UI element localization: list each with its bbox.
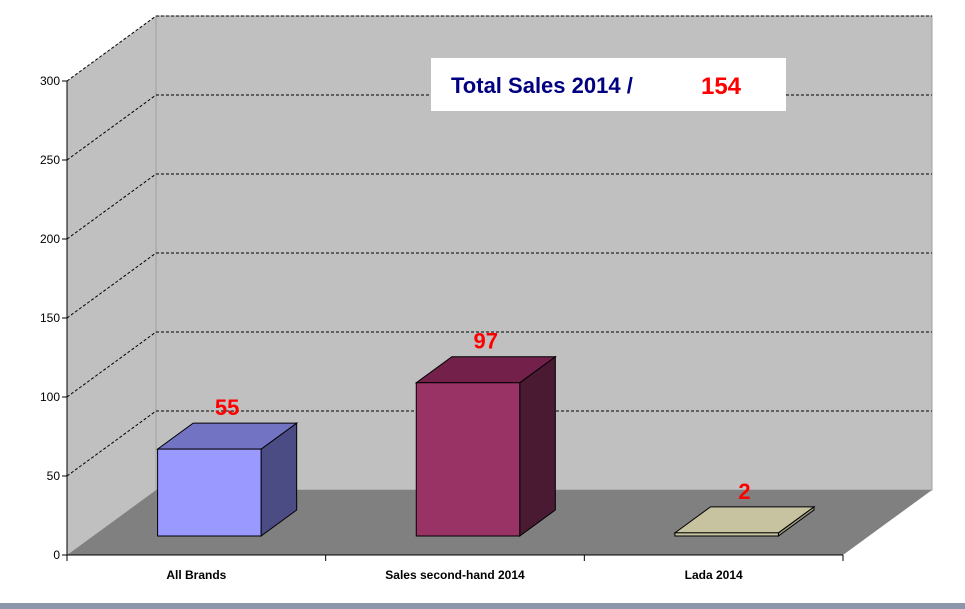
bar-3d [156,422,299,537]
bottom-border-bar [0,603,965,609]
summary-box-background [431,58,786,111]
summary-box: Total Sales 2014 / 154 [431,58,786,111]
gridline-side [66,15,157,82]
gridline-side [66,173,157,240]
gridline-side [66,252,157,319]
x-category-label: Sales second-hand 2014 [385,568,525,582]
gridline-side [66,331,157,398]
bar-value-label: 97 [474,329,498,354]
y-tick-label: 0 [53,548,60,562]
x-category-label: Lada 2014 [685,568,743,582]
y-tick-label: 50 [47,469,61,483]
bar-side [519,355,556,537]
data-labels: 55 97 2 [215,329,751,504]
bar-3d [673,505,816,537]
bar-front [157,448,262,537]
axes: 0 50 100 150 200 250 300 All Brands Sales second… [40,74,844,582]
gridline-side [66,410,157,477]
y-tick-label: 250 [40,153,60,167]
y-tick-label: 150 [40,311,60,325]
gridline-side [66,94,157,161]
bar-value-label: 55 [215,395,239,420]
bars [156,355,816,537]
y-tick-label: 200 [40,232,60,246]
bar-value-label: 2 [738,479,750,504]
x-category-label: All Brands [166,568,226,582]
bar-3d [414,355,557,537]
y-tick-label: 100 [40,390,60,404]
bar-front [415,382,521,537]
y-tick-label: 300 [40,74,60,88]
bar-front [674,532,779,537]
summary-title: Total Sales 2014 / [451,73,633,98]
summary-value: 154 [701,73,742,100]
